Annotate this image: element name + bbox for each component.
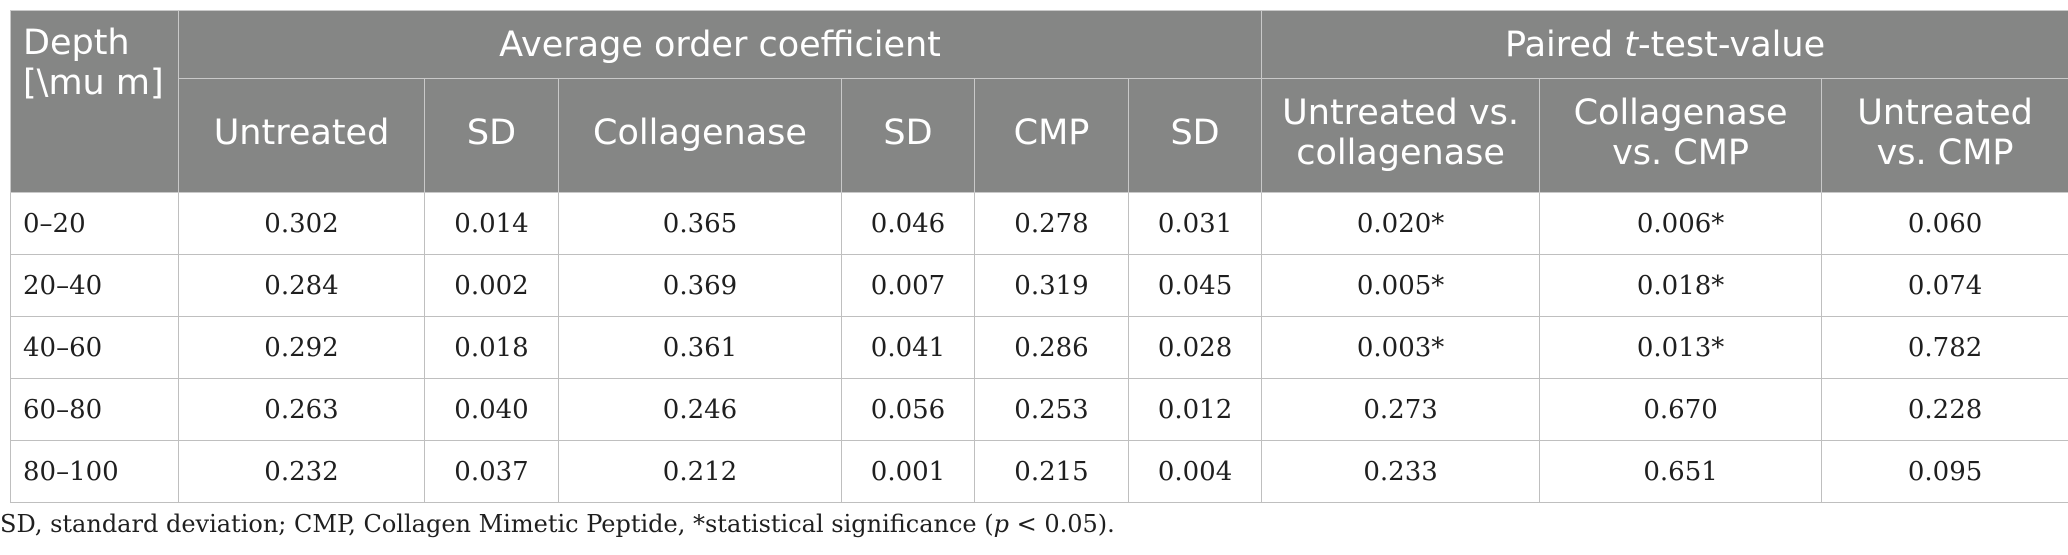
- value-cell: 0.361: [558, 316, 842, 379]
- depth-header-line2: [\mu m]: [23, 63, 164, 103]
- column-header: SD: [841, 78, 975, 193]
- table-row: 20–40 0.284 0.002 0.369 0.007 0.319 0.045 0.005…: [10, 254, 2068, 317]
- group-header-order-coefficient: Average order coefficient: [177, 10, 1263, 79]
- value-cell: 0.060: [1821, 192, 2068, 255]
- value-cell: 0.006*: [1539, 192, 1823, 255]
- value-cell: 0.046: [841, 192, 975, 255]
- column-header: Untreated vs. collagenase: [1261, 78, 1541, 193]
- depth-header-line1: Depth: [23, 23, 130, 63]
- value-cell: 0.028: [1127, 316, 1263, 379]
- value-cell: 0.319: [974, 254, 1129, 317]
- value-cell: 0.263: [178, 378, 425, 441]
- column-header-line1: Untreated: [1857, 92, 2033, 133]
- value-cell: 0.365: [558, 192, 842, 255]
- column-header-line1: SD: [1170, 112, 1220, 153]
- value-cell: 0.278: [974, 192, 1129, 255]
- value-cell: 0.095: [1821, 440, 2068, 503]
- value-cell: 0.273: [1261, 378, 1541, 441]
- order-coefficient-table: Depth [\mu m] Average order coefficient …: [10, 10, 2068, 503]
- value-cell: 0.012: [1127, 378, 1263, 441]
- column-header-line1: SD: [466, 112, 517, 153]
- column-header-line1: Untreated: [213, 112, 390, 153]
- value-cell: 0.040: [424, 378, 559, 441]
- value-cell: 0.045: [1127, 254, 1263, 317]
- value-cell: 0.020*: [1261, 192, 1541, 255]
- table-row: 80–100 0.232 0.037 0.212 0.001 0.215 0.004 0.23…: [10, 440, 2068, 503]
- ttest-t: t: [1624, 24, 1638, 65]
- column-header: Collagenase vs. CMP: [1539, 78, 1823, 193]
- column-header: Untreated: [178, 78, 425, 193]
- depth-cell: 20–40: [10, 254, 179, 317]
- column-header: Untreated vs. CMP: [1821, 78, 2068, 193]
- value-cell: 0.041: [841, 316, 975, 379]
- value-cell: 0.253: [974, 378, 1129, 441]
- column-header: SD: [1127, 78, 1263, 193]
- column-header-line1: Collagenase: [593, 112, 807, 153]
- ttest-prefix: Paired: [1505, 24, 1625, 65]
- value-cell: 0.056: [841, 378, 975, 441]
- value-cell: 0.007: [841, 254, 975, 317]
- value-cell: 0.005*: [1261, 254, 1541, 317]
- value-cell: 0.284: [178, 254, 425, 317]
- value-cell: 0.782: [1821, 316, 2068, 379]
- value-cell: 0.292: [178, 316, 425, 379]
- value-cell: 0.013*: [1539, 316, 1823, 379]
- data-table-container: Depth [\mu m] Average order coefficient …: [10, 10, 2068, 503]
- group-header-ttest: Paired t-test-value: [1261, 10, 2068, 79]
- column-header: Collagenase: [558, 78, 842, 193]
- column-header: CMP: [974, 78, 1129, 193]
- ttest-suffix: -test-value: [1637, 24, 1826, 65]
- depth-cell: 60–80: [10, 378, 179, 441]
- column-header: SD: [424, 78, 559, 193]
- depth-cell: 40–60: [10, 316, 179, 379]
- value-cell: 0.003*: [1261, 316, 1541, 379]
- column-header-line1: CMP: [1013, 112, 1090, 153]
- value-cell: 0.018: [424, 316, 559, 379]
- value-cell: 0.001: [841, 440, 975, 503]
- value-cell: 0.246: [558, 378, 842, 441]
- value-cell: 0.212: [558, 440, 842, 503]
- footnote-p: p: [993, 510, 1009, 538]
- value-cell: 0.002: [424, 254, 559, 317]
- table-footnote: SD, standard deviation; CMP, Collagen Mi…: [0, 510, 1115, 538]
- value-cell: 0.004: [1127, 440, 1263, 503]
- value-cell: 0.233: [1261, 440, 1541, 503]
- value-cell: 0.670: [1539, 378, 1823, 441]
- value-cell: 0.018*: [1539, 254, 1823, 317]
- table-row: 60–80 0.263 0.040 0.246 0.056 0.253 0.012 0.273…: [10, 378, 2068, 441]
- depth-cell: 0–20: [10, 192, 179, 255]
- depth-cell: 80–100: [10, 440, 179, 503]
- value-cell: 0.228: [1821, 378, 2068, 441]
- table-body: 0–20 0.302 0.014 0.365 0.046 0.278 0.031 0.020*…: [10, 192, 2068, 503]
- value-cell: 0.074: [1821, 254, 2068, 317]
- column-header-line2: vs. CMP: [1876, 132, 2014, 173]
- value-cell: 0.031: [1127, 192, 1263, 255]
- column-header-line1: Collagenase: [1573, 92, 1788, 133]
- sub-header-row: Untreated SD Collagenase SD CMP SD Untreated v…: [11, 78, 2068, 193]
- value-cell: 0.286: [974, 316, 1129, 379]
- table-row: 0–20 0.302 0.014 0.365 0.046 0.278 0.031 0.020*…: [10, 192, 2068, 255]
- table-row: 40–60 0.292 0.018 0.361 0.041 0.286 0.028 0.003…: [10, 316, 2068, 379]
- value-cell: 0.302: [178, 192, 425, 255]
- value-cell: 0.037: [424, 440, 559, 503]
- footnote-prefix: SD, standard deviation; CMP, Collagen Mi…: [0, 510, 994, 538]
- value-cell: 0.369: [558, 254, 842, 317]
- value-cell: 0.651: [1539, 440, 1823, 503]
- column-header-line1: Untreated vs.: [1282, 92, 1519, 133]
- value-cell: 0.014: [424, 192, 559, 255]
- column-header-line2: collagenase: [1296, 132, 1505, 173]
- value-cell: 0.215: [974, 440, 1129, 503]
- footnote-suffix: < 0.05).: [1008, 510, 1115, 538]
- depth-header: Depth [\mu m]: [10, 10, 179, 193]
- column-header-line2: vs. CMP: [1612, 132, 1750, 173]
- column-header-line1: SD: [883, 112, 933, 153]
- value-cell: 0.232: [178, 440, 425, 503]
